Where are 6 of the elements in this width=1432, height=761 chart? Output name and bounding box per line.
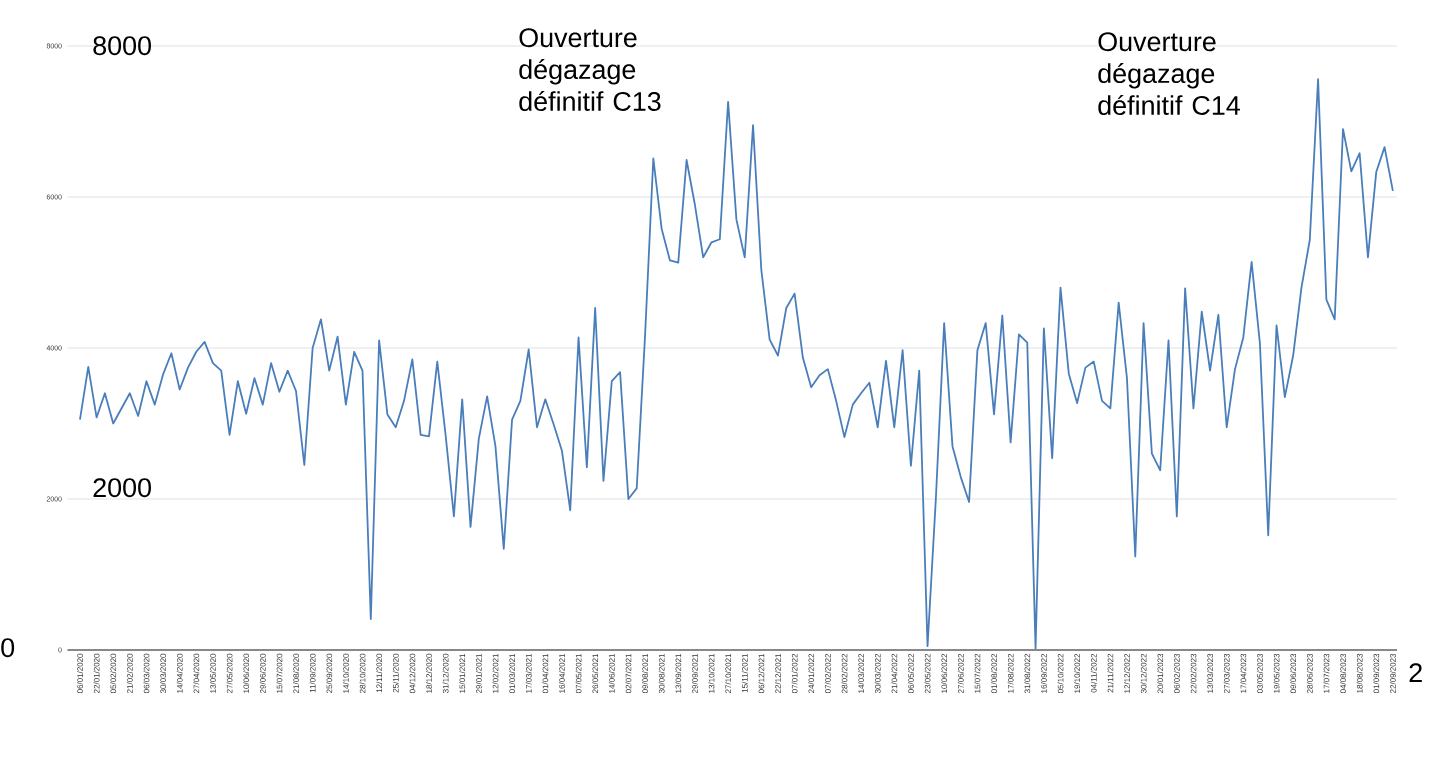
text: 2 (1409, 663, 1422, 682)
text: 0 (1, 638, 15, 658)
annotation: 2000 (93, 478, 151, 498)
annotation: 8000 (93, 36, 151, 56)
annotation: Ouverture dégazage définitif C14 (1098, 32, 1240, 115)
annotation: Ouverture dégazage définitif C13 (519, 28, 661, 111)
